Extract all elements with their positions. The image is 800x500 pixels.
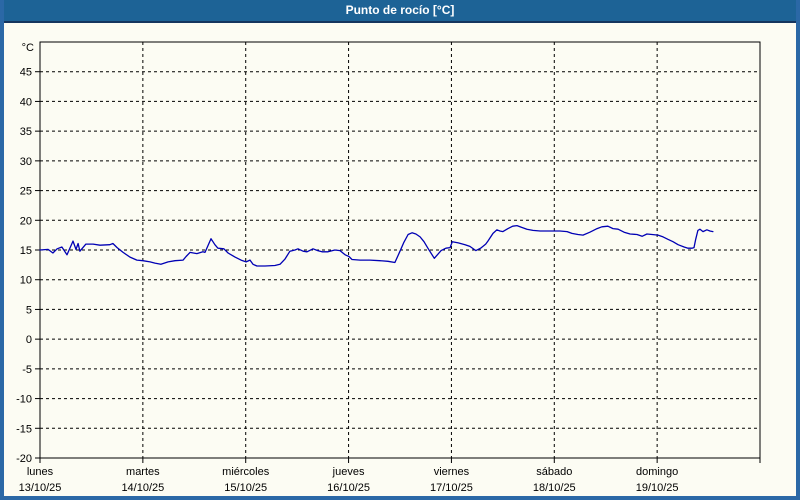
y-tick-label: 30: [20, 156, 32, 168]
series-line: [39, 224, 714, 267]
date-label: 15/10/25: [224, 482, 267, 494]
y-tick-label: 0: [26, 334, 32, 346]
day-label: viernes: [434, 466, 470, 478]
y-unit-label: °C: [22, 42, 34, 54]
date-label: 17/10/25: [430, 482, 473, 494]
day-label: domingo: [636, 466, 678, 478]
window-title-bar: Punto de rocío [°C]: [4, 0, 796, 23]
y-tick-label: 15: [20, 245, 32, 257]
y-tick-label: 40: [20, 96, 32, 108]
day-label: miércoles: [222, 466, 270, 478]
day-label: jueves: [332, 466, 365, 478]
day-label: sábado: [536, 466, 572, 478]
y-tick-label: -10: [16, 394, 32, 406]
date-label: 13/10/25: [19, 482, 62, 494]
y-tick-label: 5: [26, 304, 32, 316]
y-tick-label: 10: [20, 275, 32, 287]
y-tick-label: 35: [20, 126, 32, 138]
y-tick-label: -5: [22, 364, 32, 376]
y-tick-label: 20: [20, 215, 32, 227]
y-tick-label: 45: [20, 67, 32, 79]
chart-title: Punto de rocío [°C]: [345, 3, 455, 17]
day-label: martes: [126, 466, 160, 478]
date-label: 19/10/25: [636, 482, 679, 494]
date-label: 14/10/25: [121, 482, 164, 494]
date-label: 16/10/25: [327, 482, 370, 494]
day-label: lunes: [27, 466, 54, 478]
y-tick-label: -15: [16, 423, 32, 435]
y-tick-label: -20: [16, 453, 32, 465]
y-tick-label: 25: [20, 186, 32, 198]
date-label: 18/10/25: [533, 482, 576, 494]
